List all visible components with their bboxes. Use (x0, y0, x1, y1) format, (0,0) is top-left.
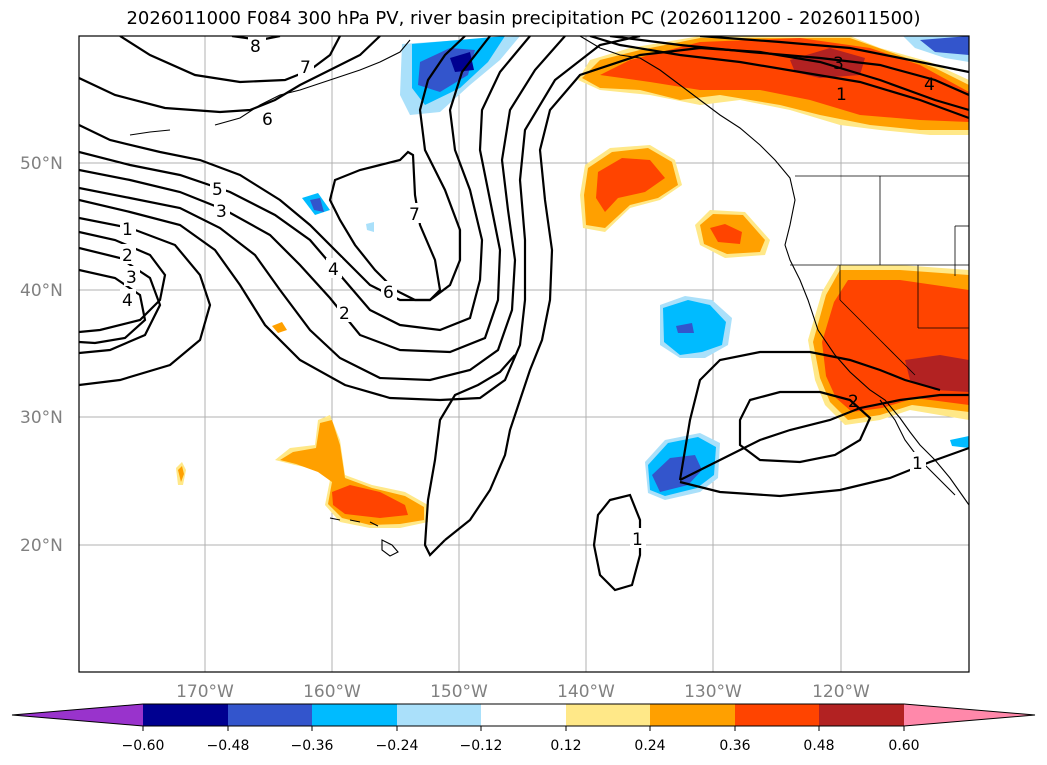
colorbar-tick-label: 0.12 (550, 738, 581, 754)
gridlines (79, 36, 969, 672)
colorbar-extend-max (904, 704, 1035, 726)
lat-label-50n: 50°N (20, 154, 63, 174)
contour-label: 1 (836, 85, 847, 105)
contour-label: 3 (216, 202, 227, 222)
lon-label-160w: 160°W (303, 682, 361, 702)
contour-label: 4 (328, 260, 339, 280)
colorbar-tick-label: 0.24 (634, 738, 665, 754)
map-frame (78, 35, 970, 673)
colorbar-tick-label: −0.12 (460, 738, 503, 754)
contour-label: 2 (122, 246, 133, 266)
colorbar-tick-label: −0.36 (291, 738, 334, 754)
colorbar-tick-label: −0.60 (122, 738, 165, 754)
lon-label-140w: 140°W (557, 682, 615, 702)
lat-label-20n: 20°N (20, 536, 63, 556)
contour-label: 7 (300, 58, 311, 78)
contour-label: 5 (212, 180, 223, 200)
colorbar-tick-label: 0.36 (719, 738, 750, 754)
colorbar-swatch (566, 704, 650, 726)
contour-labels: 8 7 6 5 3 1 2 3 4 4 6 2 7 3 4 1 2 1 1 (120, 36, 935, 550)
contour-label: 1 (632, 530, 643, 550)
colorbar-swatch (397, 704, 481, 726)
colorbar-swatch (143, 704, 228, 726)
map-title: 2026011000 F084 300 hPa PV, river basin … (126, 8, 921, 29)
contour-label: 6 (262, 110, 273, 130)
colorbar-swatch (312, 704, 397, 726)
colorbar-tick-label: 0.60 (888, 738, 919, 754)
lon-label-130w: 130°W (684, 682, 742, 702)
contour-label: 1 (912, 454, 923, 474)
contour-label: 2 (848, 392, 859, 412)
colorbar-swatch (650, 704, 735, 726)
lat-label-40n: 40°N (20, 281, 63, 301)
colorbar-extend-min (12, 704, 143, 726)
contour-label: 8 (250, 37, 261, 57)
contour-label: 6 (383, 283, 394, 303)
state-borders (790, 175, 969, 376)
latitude-labels: 50°N 40°N 30°N 20°N (20, 154, 63, 556)
lon-label-120w: 120°W (812, 682, 870, 702)
coastlines (129, 36, 969, 557)
lat-label-30n: 30°N (20, 408, 63, 428)
contour-label: 2 (339, 304, 350, 324)
colorbar-swatch (735, 704, 819, 726)
contour-label: 1 (122, 220, 133, 240)
contour-label: 7 (409, 205, 420, 225)
positive-precip-anomalies (176, 36, 969, 528)
colorbar-swatch (481, 704, 566, 726)
contour-label: 4 (924, 75, 935, 95)
colorbar-tick-label: −0.24 (376, 738, 419, 754)
longitude-labels: 170°W 160°W 150°W 140°W 130°W 120°W (176, 682, 870, 702)
colorbar: −0.60 −0.48 −0.36 −0.24 −0.12 0.12 0.24 … (11, 703, 1036, 754)
contour-label: 4 (122, 291, 133, 311)
lon-label-150w: 150°W (430, 682, 488, 702)
colorbar-tick-label: 0.48 (803, 738, 834, 754)
contour-label: 3 (833, 54, 844, 74)
colorbar-swatch (819, 704, 904, 726)
colorbar-tick-label: −0.48 (207, 738, 250, 754)
lon-label-170w: 170°W (176, 682, 234, 702)
colorbar-swatch (228, 704, 312, 726)
contour-label: 3 (126, 268, 137, 288)
